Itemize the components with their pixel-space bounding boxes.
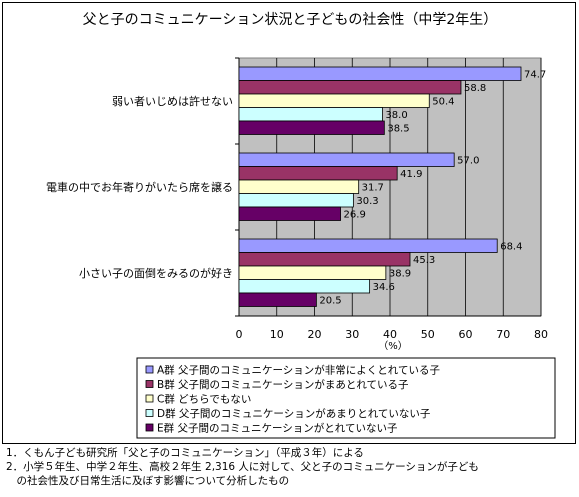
bar bbox=[238, 166, 398, 181]
data-label: 34.6 bbox=[373, 282, 395, 293]
x-tick-label: 0 bbox=[236, 328, 243, 341]
note-3: の社会性及び日常生活に及ぼす影響について分析したもの bbox=[6, 475, 290, 487]
data-label: 58.8 bbox=[464, 83, 486, 94]
category-label: 電車の中でお年寄りがいたら席を譲る bbox=[46, 180, 233, 194]
bar bbox=[238, 152, 455, 167]
chart-frame bbox=[2, 2, 576, 444]
legend-label: D群 父子間のコミュニケーションがあまりとれていない子 bbox=[157, 407, 430, 420]
x-tick-label: 80 bbox=[534, 328, 548, 341]
legend-swatch bbox=[145, 394, 154, 403]
bar bbox=[238, 279, 371, 294]
x-tick-label: 60 bbox=[459, 328, 473, 341]
x-tick-label: 10 bbox=[270, 328, 284, 341]
data-label: 31.7 bbox=[362, 183, 384, 194]
bar bbox=[238, 206, 341, 221]
category-label: 弱い者いじめは許せない bbox=[112, 95, 233, 108]
x-axis-ticks: 0 10 20 30 40 50 60 70 80 bbox=[236, 328, 549, 341]
x-tick-label: 70 bbox=[496, 328, 510, 341]
bar bbox=[238, 107, 383, 122]
data-labels: 74.7 58.8 50.4 38.0 38.5 57.0 41.9 31.7 30.3 26.9… bbox=[319, 70, 546, 307]
legend-box bbox=[136, 357, 556, 439]
data-label: 50.4 bbox=[432, 97, 454, 108]
bar bbox=[238, 193, 354, 208]
data-label: 38.9 bbox=[389, 269, 411, 280]
bar-chart: 父と子のコミュニケーション状況と子どもの社会性（中学2年生） 74.7 58.8 5… bbox=[46, 12, 556, 439]
data-label: 74.7 bbox=[524, 70, 546, 81]
x-tick-label: 40 bbox=[383, 328, 397, 341]
legend-swatch bbox=[145, 380, 154, 388]
legend-label: A群 父子間のコミュニケーションが非常によくとれている子 bbox=[157, 364, 440, 377]
data-label: 68.4 bbox=[500, 242, 522, 253]
legend-swatch bbox=[145, 423, 154, 432]
bar bbox=[238, 66, 522, 81]
bar bbox=[238, 93, 430, 108]
x-axis-label: （%） bbox=[378, 340, 408, 352]
legend-label: B群 父子間のコミュニケーションがまあとれている子 bbox=[157, 378, 409, 391]
bar bbox=[238, 292, 317, 307]
x-tick-label: 30 bbox=[345, 328, 359, 341]
bar bbox=[238, 120, 385, 135]
category-labels: 弱い者いじめは許せない電車の中でお年寄りがいたら席を譲る小さい子の面倒をみるのが… bbox=[46, 95, 233, 280]
x-tick-label: 50 bbox=[421, 328, 435, 341]
bar bbox=[238, 80, 462, 95]
x-tick-label: 20 bbox=[308, 328, 322, 341]
data-label: 38.0 bbox=[385, 110, 407, 121]
legend-swatch bbox=[145, 365, 154, 374]
bar bbox=[238, 252, 411, 267]
note-1: 1．くもん子ども研究所「父と子のコミュニケーション」（平成３年）による bbox=[6, 447, 364, 459]
data-label: 41.9 bbox=[400, 169, 422, 180]
bar bbox=[238, 238, 498, 253]
data-label: 20.5 bbox=[319, 296, 341, 307]
bar bbox=[238, 179, 360, 194]
bar bbox=[238, 265, 387, 280]
data-label: 38.5 bbox=[387, 124, 409, 135]
chart-title: 父と子のコミュニケーション状況と子どもの社会性（中学2年生） bbox=[83, 12, 498, 28]
data-label: 30.3 bbox=[356, 196, 378, 207]
legend-swatch bbox=[145, 409, 154, 417]
category-label: 小さい子の面倒をみるのが好き bbox=[79, 266, 233, 280]
note-2: 2．小学５年生、中学２年生、高校２年生 2,316 人に対して、父と子のコミュニ… bbox=[6, 461, 479, 473]
legend-label: C群 どちらでもない bbox=[157, 393, 251, 406]
data-label: 45.3 bbox=[413, 255, 435, 266]
data-label: 26.9 bbox=[344, 210, 366, 221]
data-label: 57.0 bbox=[457, 156, 479, 167]
legend-label: E群 父子間のコミュニケーションがとれていない子 bbox=[157, 422, 397, 435]
bars bbox=[238, 66, 522, 307]
